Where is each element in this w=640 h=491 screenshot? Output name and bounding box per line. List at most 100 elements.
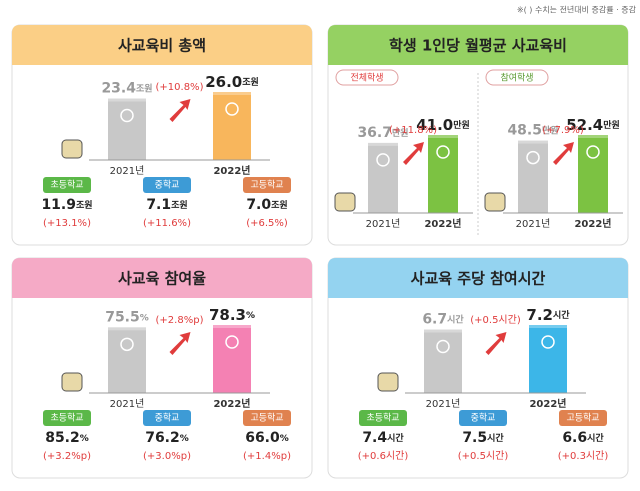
value-unit: %: [246, 311, 255, 321]
bar-cap: [108, 327, 146, 332]
value-unit: 조원: [76, 199, 93, 211]
value-unit: 만원: [392, 126, 409, 138]
school-value: 66.0%: [245, 430, 289, 446]
bar-emblem: [436, 145, 450, 159]
school-badge: [359, 410, 407, 426]
value-number: 7.4: [362, 430, 387, 446]
bar: [428, 138, 458, 213]
note: ※( ) 수치는 전년대비 증감률 · 증감: [517, 5, 637, 15]
value-number: 41.0: [416, 116, 453, 134]
school-badge: [43, 177, 91, 193]
bar-cap: [428, 135, 458, 139]
school-value: 11.9조원: [41, 197, 92, 213]
bar-emblem: [541, 335, 555, 349]
bar: [578, 138, 608, 213]
year-label: 2021년: [110, 165, 145, 177]
icon: [334, 192, 356, 212]
school-change: (+13.1%): [43, 218, 91, 229]
bar: [368, 145, 398, 213]
value-number: 66.0: [245, 430, 280, 446]
value-number: 11.9: [41, 197, 76, 213]
bar-emblem: [376, 153, 390, 167]
school-name: 중학교: [471, 413, 496, 424]
bar-cap: [213, 325, 251, 329]
school-badge: [143, 177, 191, 193]
year-label: 2022년: [574, 217, 611, 230]
bar-value: 52.4만원: [566, 116, 620, 134]
school-value: 6.6시간: [562, 430, 604, 446]
change-arrow: [485, 332, 507, 355]
value-number: 7.1: [146, 197, 171, 213]
bar-value: 78.3%: [209, 306, 255, 324]
value-unit: 조원: [242, 76, 259, 88]
school-badge: [43, 410, 91, 426]
value-unit: 만원: [603, 119, 620, 131]
value-number: 36.7: [357, 125, 392, 141]
value-unit: 시간: [587, 432, 604, 444]
value-number: 52.4: [566, 116, 603, 134]
bar-emblem: [225, 102, 239, 116]
bar-value: 75.5%: [105, 309, 149, 325]
bar-cap: [368, 142, 398, 147]
school-change: (+0.6시간): [358, 450, 409, 462]
bar-cap: [518, 140, 548, 145]
school-badge: [559, 410, 607, 426]
panel-title: 사교육 주당 참여시간: [411, 270, 546, 288]
school-name: 중학교: [155, 413, 180, 424]
school-change: (+0.5시간): [458, 450, 509, 462]
school-name: 고등학교: [250, 413, 283, 424]
change-arrow: [403, 142, 424, 165]
panel-header: [328, 25, 628, 65]
bar: [529, 328, 567, 393]
value-unit: 만원: [453, 119, 470, 131]
bar: [213, 95, 251, 160]
value-number: 6.7: [422, 312, 447, 328]
change-arrow: [553, 142, 574, 165]
change-label: (+0.5시간): [470, 314, 521, 326]
value-unit: 시간: [447, 313, 464, 325]
bar: [213, 328, 251, 393]
school-change: (+11.6%): [143, 218, 191, 229]
school-change: (+6.5%): [246, 218, 288, 229]
icon: [484, 192, 506, 212]
school-badge: [459, 410, 507, 426]
panel-header: [328, 258, 628, 298]
year-label: 2021년: [516, 218, 551, 230]
bar-value: 26.0조원: [205, 73, 259, 91]
change-label: (+2.8%p): [156, 315, 204, 326]
value-unit: 조원: [271, 199, 288, 211]
icon: [377, 372, 399, 392]
value-unit: %: [180, 434, 189, 444]
bar: [424, 332, 462, 393]
bar-value: 41.0만원: [416, 116, 470, 134]
value-unit: 시간: [387, 432, 404, 444]
bar-cap: [424, 329, 462, 334]
value-number: 48.5: [507, 123, 542, 139]
bar: [108, 330, 146, 393]
value-number: 7.2: [526, 306, 553, 324]
school-value: 7.0조원: [246, 197, 287, 213]
bar-emblem: [586, 145, 600, 159]
value-number: 85.2: [45, 430, 80, 446]
bar-cap: [213, 92, 251, 96]
bar-cap: [108, 98, 146, 103]
group-pill: [335, 69, 399, 86]
change-label: (+7.9%): [542, 125, 584, 136]
school-name: 초등학교: [366, 413, 399, 424]
school-name: 고등학교: [250, 180, 283, 191]
panel-title: 사교육 참여율: [118, 270, 206, 288]
value-unit: 만원: [542, 124, 559, 136]
value-number: 75.5: [105, 309, 140, 325]
bar: [518, 143, 548, 213]
school-badge: [243, 410, 291, 426]
panel-title: 학생 1인당 월평균 사교육비: [389, 37, 567, 55]
school-name: 초등학교: [50, 413, 83, 424]
value-unit: %: [140, 313, 149, 323]
school-value: 85.2%: [45, 430, 89, 446]
bar: [108, 101, 146, 160]
panel-header: [12, 258, 312, 298]
year-label: 2021년: [366, 218, 401, 230]
school-change: (+3.2%p): [43, 451, 91, 462]
group-label: 참여학생: [500, 72, 533, 84]
